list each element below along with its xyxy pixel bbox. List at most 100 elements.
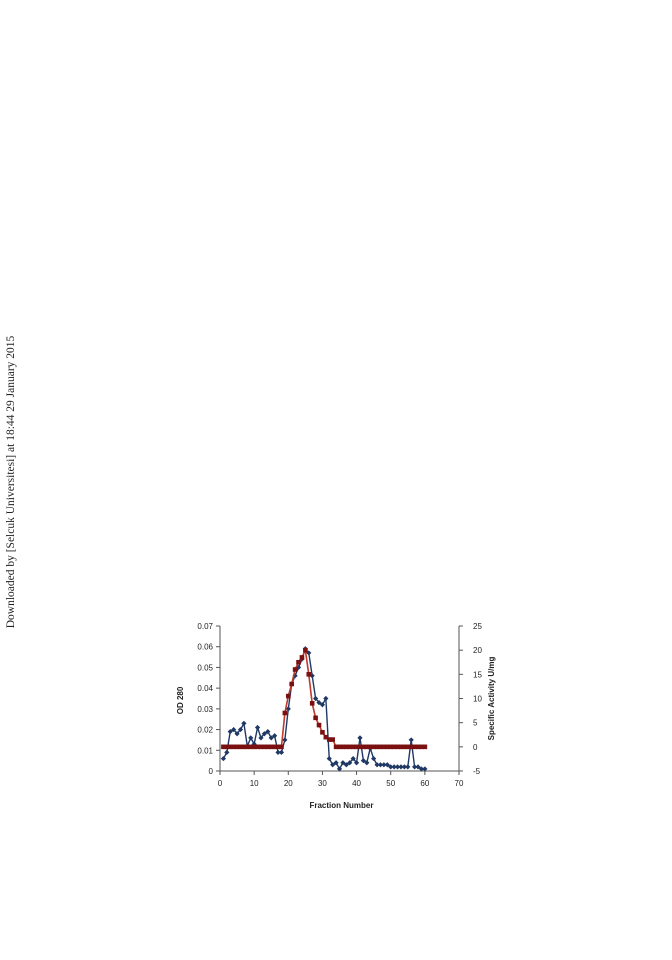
activity-point bbox=[296, 659, 301, 665]
activity-point bbox=[306, 672, 312, 677]
y-tick-label: 0.02 bbox=[197, 726, 213, 735]
activity-point bbox=[282, 710, 288, 716]
od280-point bbox=[224, 749, 230, 755]
activity-point bbox=[221, 744, 226, 750]
activity-point bbox=[245, 744, 250, 750]
fraction-chart: 0 10 20 30 40 50 60 7000.010.020.030.040.050.06… bbox=[176, 622, 496, 810]
activity-point bbox=[378, 744, 383, 750]
activity-point bbox=[408, 744, 414, 750]
y-tick-label: 0.04 bbox=[197, 684, 213, 693]
y2-tick-label: 5 bbox=[473, 719, 478, 728]
activity-point bbox=[234, 744, 240, 750]
y-tick-label: 0 bbox=[209, 767, 214, 776]
activity-point bbox=[258, 744, 264, 750]
activity-point bbox=[279, 744, 284, 750]
activity-point bbox=[398, 744, 404, 750]
od280-series bbox=[220, 646, 428, 772]
od280-point bbox=[323, 695, 329, 702]
activity-point bbox=[354, 744, 359, 750]
activity-point bbox=[367, 744, 373, 750]
activity-point bbox=[313, 715, 318, 721]
y2-tick-label: 10 bbox=[473, 695, 482, 704]
activity-point bbox=[231, 744, 236, 750]
y-tick-label: 0.03 bbox=[197, 705, 213, 714]
activity-point bbox=[374, 744, 380, 750]
activity-point bbox=[241, 744, 247, 750]
activity-point bbox=[323, 734, 329, 740]
x-tick-label: 10 bbox=[250, 779, 259, 788]
y2-tick-label: 15 bbox=[473, 670, 482, 679]
x-tick-label: 70 bbox=[455, 779, 464, 788]
activity-series bbox=[221, 647, 428, 750]
activity-point bbox=[364, 744, 370, 750]
y2-tick-label: 0 bbox=[473, 743, 478, 752]
activity-point bbox=[248, 744, 254, 750]
activity-point bbox=[316, 722, 322, 728]
activity-point bbox=[262, 744, 267, 750]
activity-point bbox=[275, 744, 281, 750]
activity-point bbox=[333, 744, 339, 750]
od280-point bbox=[357, 735, 363, 741]
od280-point bbox=[234, 731, 240, 737]
x-tick-label: 60 bbox=[420, 779, 429, 788]
activity-point bbox=[330, 737, 335, 742]
y-tick-label: 0.01 bbox=[197, 746, 213, 755]
y2-axis-title: Specific Activity U/mg bbox=[487, 657, 496, 741]
activity-point bbox=[320, 730, 325, 735]
activity-point bbox=[340, 744, 346, 750]
x-axis-title: Fraction Number bbox=[309, 801, 373, 810]
activity-point bbox=[344, 744, 349, 750]
y-tick-label: 0.05 bbox=[197, 663, 213, 672]
activity-point bbox=[361, 744, 366, 750]
x-tick-label: 40 bbox=[352, 779, 361, 788]
activity-point bbox=[419, 744, 424, 750]
od280-point bbox=[278, 749, 285, 755]
chart-labels: 0 10 20 30 40 50 60 7000.010.020.030.040.050.06… bbox=[176, 622, 496, 810]
activity-point bbox=[303, 647, 308, 653]
activity-point bbox=[255, 744, 260, 750]
x-tick-label: 20 bbox=[284, 779, 293, 788]
x-tick-label: 30 bbox=[318, 779, 327, 788]
od280-line bbox=[222, 647, 425, 771]
activity-point bbox=[412, 744, 417, 750]
activity-point bbox=[357, 744, 363, 750]
activity-point bbox=[227, 744, 233, 750]
activity-point bbox=[415, 744, 421, 750]
activity-point bbox=[251, 744, 257, 750]
activity-point bbox=[371, 744, 376, 750]
y2-tick-label: -5 bbox=[473, 767, 481, 776]
activity-point bbox=[337, 744, 342, 750]
od280-point bbox=[254, 724, 261, 731]
activity-point bbox=[347, 744, 353, 750]
activity-point bbox=[395, 744, 400, 750]
activity-point bbox=[350, 744, 356, 750]
od280-point bbox=[241, 720, 247, 726]
od280-point bbox=[336, 766, 343, 772]
activity-point bbox=[285, 693, 291, 699]
od280-point bbox=[306, 650, 312, 656]
activity-point bbox=[224, 744, 230, 750]
od280-point bbox=[231, 726, 237, 733]
y-tick-label: 0.06 bbox=[197, 643, 213, 652]
activity-point bbox=[272, 744, 277, 750]
activity-point bbox=[268, 744, 274, 750]
y2-tick-label: 20 bbox=[473, 646, 482, 655]
activity-point bbox=[385, 744, 390, 750]
activity-point bbox=[238, 744, 243, 750]
y-axis-title: OD 280 bbox=[176, 686, 185, 714]
od280-point bbox=[326, 755, 332, 762]
download-watermark: Downloaded by [Selcuk Universitesi] at 1… bbox=[5, 335, 17, 629]
activity-point bbox=[299, 655, 305, 660]
activity-point bbox=[405, 744, 411, 750]
od280-point bbox=[408, 737, 414, 743]
activity-point bbox=[388, 744, 394, 750]
chart-axes bbox=[216, 625, 463, 775]
x-tick-label: 50 bbox=[386, 779, 395, 788]
activity-point bbox=[265, 744, 271, 750]
activity-point bbox=[309, 701, 315, 706]
od280-point bbox=[248, 735, 254, 741]
activity-point bbox=[326, 737, 332, 742]
activity-point bbox=[402, 744, 407, 750]
watermark-strip: Downloaded by [Selcuk Universitesi] at 1… bbox=[0, 0, 22, 960]
x-tick-label: 0 bbox=[218, 779, 223, 788]
